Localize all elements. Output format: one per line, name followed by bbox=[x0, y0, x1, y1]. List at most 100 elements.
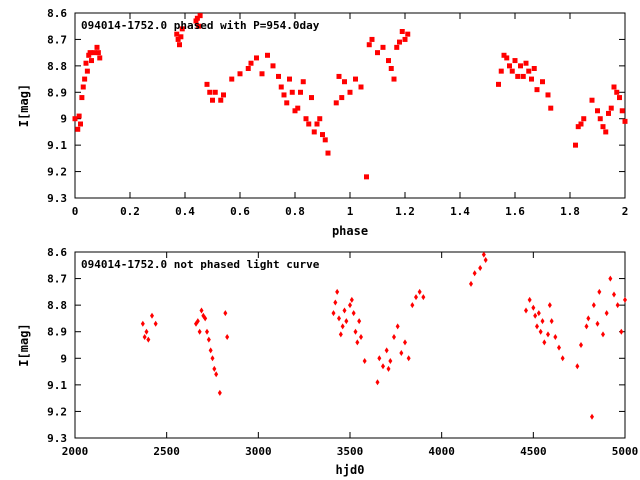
data-point bbox=[248, 60, 254, 66]
x-tick-label: 3500 bbox=[337, 445, 364, 458]
x-tick-label: 1 bbox=[347, 205, 354, 218]
data-point bbox=[331, 310, 336, 317]
data-point bbox=[483, 256, 488, 263]
plot-frame bbox=[74, 251, 626, 439]
data-point bbox=[317, 116, 323, 122]
x-tick-label: 0.8 bbox=[285, 205, 305, 218]
data-point bbox=[547, 302, 552, 309]
x-tick-label: 0.2 bbox=[120, 205, 140, 218]
y-tick-label: 9.3 bbox=[47, 192, 67, 205]
data-point bbox=[595, 108, 600, 114]
data-point bbox=[199, 307, 204, 314]
data-point bbox=[586, 315, 591, 322]
data-point bbox=[340, 323, 345, 330]
data-point bbox=[619, 328, 624, 335]
data-point bbox=[611, 84, 617, 90]
data-point bbox=[207, 89, 213, 95]
data-point bbox=[75, 126, 81, 132]
data-point bbox=[520, 73, 526, 79]
data-point bbox=[369, 36, 375, 42]
data-point bbox=[608, 275, 613, 282]
data-point bbox=[203, 315, 208, 322]
data-point bbox=[606, 110, 611, 116]
data-point bbox=[509, 68, 515, 74]
data-point bbox=[225, 334, 230, 341]
x-tick-label: 4500 bbox=[520, 445, 547, 458]
data-point bbox=[82, 76, 88, 82]
data-point bbox=[597, 288, 602, 295]
data-point bbox=[353, 76, 358, 82]
data-point bbox=[388, 357, 393, 364]
data-point bbox=[615, 302, 620, 309]
data-point bbox=[84, 68, 90, 74]
data-point bbox=[97, 55, 103, 61]
data-point bbox=[355, 339, 360, 346]
data-point bbox=[608, 105, 614, 111]
data-point bbox=[194, 15, 200, 21]
data-point bbox=[146, 336, 151, 343]
data-point bbox=[265, 52, 270, 58]
data-point bbox=[357, 318, 362, 325]
data-point bbox=[538, 328, 543, 335]
x-tick-label: 1.6 bbox=[505, 205, 525, 218]
data-point bbox=[540, 318, 545, 325]
data-point bbox=[204, 81, 210, 87]
unphased-light-curve-panel: 2000 2500 3000 3500 4000 4500 5000 8.6 8.7 8.8 8.9… bbox=[17, 246, 638, 477]
data-point bbox=[584, 323, 589, 330]
data-point bbox=[79, 95, 85, 101]
x-tick-label: 1.2 bbox=[395, 205, 415, 218]
data-point bbox=[311, 129, 317, 135]
data-point bbox=[193, 18, 199, 24]
y-tick-label: 8.7 bbox=[47, 33, 67, 46]
data-point bbox=[375, 379, 380, 386]
data-point bbox=[95, 50, 101, 56]
data-point bbox=[333, 100, 339, 106]
data-point bbox=[208, 347, 213, 354]
y-axis-title: I[mag] bbox=[17, 323, 31, 366]
data-point bbox=[336, 73, 342, 79]
data-point bbox=[303, 116, 309, 122]
data-point bbox=[375, 50, 380, 56]
data-point bbox=[581, 116, 587, 122]
data-point bbox=[178, 34, 184, 40]
data-point bbox=[322, 137, 328, 143]
data-point bbox=[501, 52, 507, 58]
data-point bbox=[614, 89, 620, 95]
phased-light-curve-panel: 0 0.2 0.4 0.6 0.8 1 1.2 1.4 1.6 1.8 2 8.6 8.7 8.8 8.9 9… bbox=[17, 7, 628, 238]
data-point bbox=[342, 79, 347, 85]
data-point bbox=[403, 339, 407, 346]
data-point bbox=[140, 320, 145, 327]
data-point bbox=[557, 344, 561, 351]
data-point bbox=[287, 76, 292, 82]
data-point bbox=[150, 312, 154, 319]
data-point bbox=[179, 26, 185, 32]
x-tick-label: 5000 bbox=[612, 445, 639, 458]
data-point bbox=[601, 331, 605, 338]
data-point bbox=[542, 339, 547, 346]
data-point bbox=[546, 331, 550, 338]
data-point bbox=[309, 95, 314, 101]
panel-title: 094014-1752.0 not phased light curve bbox=[81, 258, 320, 271]
data-point bbox=[197, 328, 202, 335]
data-point bbox=[337, 315, 341, 322]
y-tick-label: 8.7 bbox=[47, 273, 67, 286]
data-point bbox=[289, 89, 295, 95]
y-tick-label: 8.6 bbox=[47, 246, 67, 259]
data-point bbox=[590, 413, 594, 420]
y-tick-label: 9 bbox=[60, 352, 67, 365]
data-point bbox=[575, 124, 581, 130]
data-point bbox=[392, 334, 396, 341]
data-point bbox=[496, 81, 501, 87]
data-point bbox=[384, 347, 389, 354]
data-point bbox=[237, 71, 243, 77]
data-point bbox=[386, 365, 391, 372]
data-point bbox=[348, 302, 352, 309]
data-point bbox=[536, 310, 541, 317]
data-point bbox=[278, 84, 284, 90]
data-point bbox=[399, 349, 404, 356]
data-point bbox=[597, 116, 603, 122]
data-point bbox=[144, 328, 149, 335]
data-point bbox=[358, 84, 364, 90]
data-point bbox=[223, 310, 228, 317]
data-point bbox=[540, 79, 545, 85]
